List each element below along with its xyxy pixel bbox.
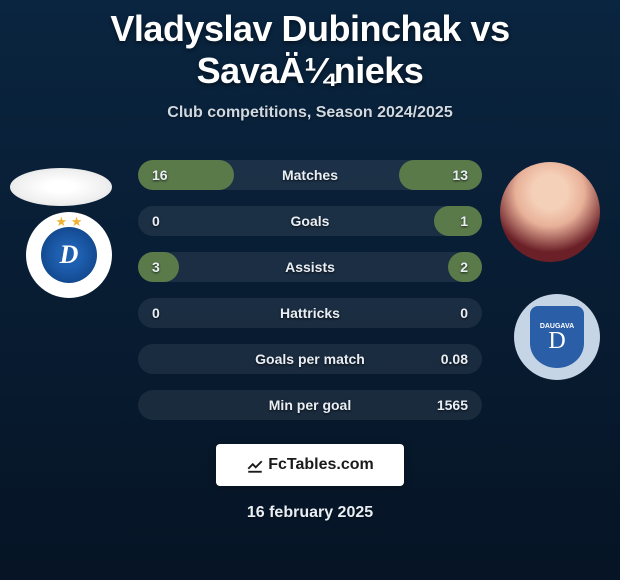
stat-bar-matches: 16 Matches 13 xyxy=(138,160,482,190)
footer-brand-text: FcTables.com xyxy=(246,456,374,474)
stat-fill-right xyxy=(399,160,482,190)
stat-value-right: 2 xyxy=(460,259,468,275)
subtitle: Club competitions, Season 2024/2025 xyxy=(167,104,452,122)
stats-area: ★ ★ D DAUGAVA D 16 Matches 13 0 Goals 1 xyxy=(0,160,620,420)
club-2-shield-icon: DAUGAVA D xyxy=(530,306,584,368)
comparison-container: Vladyslav Dubinchak vs SavaÄ¼nieks Club … xyxy=(0,0,620,580)
club-1-logo-inner: D xyxy=(41,227,97,283)
footer-brand-badge[interactable]: FcTables.com xyxy=(216,444,404,486)
chart-icon xyxy=(246,456,264,474)
club-1-logo: ★ ★ D xyxy=(26,212,112,298)
stat-value-right: 13 xyxy=(452,167,468,183)
stat-value-left: 0 xyxy=(152,213,160,229)
club-1-stars-icon: ★ ★ xyxy=(56,214,83,230)
stat-label: Goals xyxy=(291,213,330,229)
stat-value-right: 0.08 xyxy=(441,351,468,367)
stat-value-right: 0 xyxy=(460,305,468,321)
stat-label: Matches xyxy=(282,167,338,183)
stat-bar-hattricks: 0 Hattricks 0 xyxy=(138,298,482,328)
stat-value-left: 16 xyxy=(152,167,168,183)
player-2-photo xyxy=(500,162,600,262)
stat-label: Min per goal xyxy=(269,397,351,413)
stat-bar-assists: 3 Assists 2 xyxy=(138,252,482,282)
stat-value-right: 1565 xyxy=(437,397,468,413)
stat-bar-min-per-goal: Min per goal 1565 xyxy=(138,390,482,420)
page-title: Vladyslav Dubinchak vs SavaÄ¼nieks xyxy=(0,8,620,92)
stat-value-left: 0 xyxy=(152,305,160,321)
club-2-logo: DAUGAVA D xyxy=(514,294,600,380)
stat-value-right: 1 xyxy=(460,213,468,229)
player-1-photo xyxy=(10,168,112,206)
stat-fill-right xyxy=(434,206,482,236)
footer-date: 16 february 2025 xyxy=(247,504,373,522)
stat-bar-goals-per-match: Goals per match 0.08 xyxy=(138,344,482,374)
stat-bar-goals: 0 Goals 1 xyxy=(138,206,482,236)
club-2-letter: D xyxy=(548,328,565,355)
stat-label: Goals per match xyxy=(255,351,365,367)
stat-value-left: 3 xyxy=(152,259,160,275)
footer-brand-label: FcTables.com xyxy=(268,456,374,474)
stat-label: Assists xyxy=(285,259,335,275)
stat-label: Hattricks xyxy=(280,305,340,321)
